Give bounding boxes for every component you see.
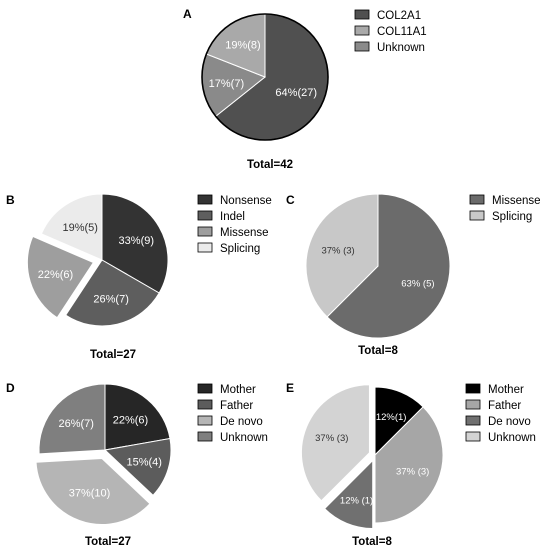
- slice-label: 15%(4): [126, 457, 161, 469]
- legend-swatch: [197, 383, 213, 394]
- legend-entry: COL2A1: [377, 10, 421, 22]
- legend-entry: De novo: [220, 416, 263, 428]
- slice-label: 33%(9): [119, 235, 154, 247]
- panel-a-letter: A: [183, 7, 192, 21]
- panel-a-slice-labels: 64%(27) 17%(7) 19%(8): [209, 40, 317, 99]
- panel-e-slice-labels: 12%(1) 37% (3) 12% (1) 37% (3): [315, 412, 429, 506]
- panel-c-slices: [305, 193, 451, 339]
- slice-label: 19%(8): [225, 40, 260, 52]
- legend-swatch: [197, 226, 213, 237]
- legend-swatch: [469, 194, 485, 205]
- legend-entry: Unknown: [220, 432, 268, 444]
- pie-slice-splicing: [40, 193, 103, 261]
- panel-d-slice-labels: 22%(6) 15%(4) 37%(10) 26%(7): [58, 415, 161, 500]
- panel-c-slice-labels: 63% (5) 37% (3): [321, 245, 434, 289]
- legend-entry: Splicing: [220, 243, 260, 255]
- legend-swatch: [197, 242, 213, 253]
- legend-entry: Missense: [220, 227, 269, 239]
- legend-entry: Indel: [220, 211, 245, 223]
- slice-label: 37% (3): [315, 433, 348, 444]
- pie-slice-missense: [26, 235, 95, 319]
- slice-label: 26%(7): [93, 294, 128, 306]
- panel-a-legend: COL2A1 COL11A1 Unknown: [354, 9, 427, 54]
- panel-c: C 63% (5) 37% (3) Missense Splicing Total=…: [286, 193, 540, 357]
- pie-slice-unknown: [300, 384, 370, 502]
- panel-b-legend: Nonsense Indel Missense Splicing: [197, 194, 272, 255]
- pie-slice-mother: [104, 383, 171, 451]
- slice-label: 22%(6): [38, 269, 73, 281]
- slice-label: 12% (1): [340, 495, 373, 506]
- legend-swatch: [354, 9, 370, 20]
- panel-c-legend: Missense Splicing: [469, 194, 540, 223]
- legend-swatch: [197, 194, 213, 205]
- legend-entry: Father: [220, 400, 253, 412]
- pie-slice-indel: [65, 259, 160, 327]
- panel-a: A 64%(27) 17%(7) 19%(8) COL2A1 COL11A1 Unkno…: [183, 7, 427, 171]
- panel-b: B 33%(9) 26%(7) 22%(6) 19%(5) Nonsense Indel…: [6, 193, 272, 361]
- legend-entry: Unknown: [377, 42, 425, 54]
- legend-entry: Mother: [488, 384, 524, 396]
- pie-slice-nonsense: [101, 193, 169, 294]
- slice-label: 37%(10): [69, 488, 111, 500]
- pie-slice-unknown: [38, 383, 106, 455]
- panel-e-total: Total=8: [352, 536, 392, 548]
- panel-e: E 12%(1) 37% (3) 12% (1) 37% (3) Mother Fath…: [286, 381, 536, 548]
- slice-label: 26%(7): [58, 418, 93, 430]
- panel-d: D 22%(6) 15%(4) 37%(10) 26%(7) Mother Father…: [6, 381, 268, 548]
- panel-b-total: Total=27: [90, 349, 136, 361]
- slice-label: 17%(7): [209, 78, 244, 90]
- pie-slice-missense: [326, 193, 451, 339]
- legend-swatch: [197, 399, 213, 410]
- panel-b-slices: [26, 193, 169, 327]
- legend-entry: De novo: [488, 416, 531, 428]
- legend-swatch: [197, 431, 213, 442]
- panel-b-slice-labels: 33%(9) 26%(7) 22%(6) 19%(5): [38, 222, 154, 306]
- panel-a-total: Total=42: [247, 159, 293, 171]
- panel-e-slices: [300, 384, 444, 530]
- legend-entry: Unknown: [488, 432, 536, 444]
- slice-label: 64%(27): [275, 87, 317, 99]
- legend-entry: Nonsense: [220, 195, 272, 207]
- slice-label: 12%(1): [376, 412, 407, 423]
- legend-swatch: [469, 210, 485, 221]
- slice-label: 37% (3): [396, 467, 429, 478]
- legend-swatch: [465, 431, 481, 442]
- pie-slice-de-novo: [323, 459, 374, 530]
- legend-entry: COL11A1: [377, 26, 427, 38]
- legend-swatch: [197, 415, 213, 426]
- legend-entry: Mother: [220, 384, 256, 396]
- legend-swatch: [354, 25, 370, 36]
- panel-d-total: Total=27: [85, 536, 131, 548]
- slice-label: 19%(5): [63, 222, 98, 234]
- panel-d-letter: D: [6, 381, 15, 395]
- slice-label: 22%(6): [113, 415, 148, 427]
- slice-label: 37% (3): [321, 245, 354, 256]
- legend-swatch: [465, 383, 481, 394]
- legend-swatch: [354, 41, 370, 52]
- legend-swatch: [465, 415, 481, 426]
- panel-a-slices: [201, 13, 329, 141]
- slice-label: 63% (5): [401, 279, 434, 290]
- legend-entry: Father: [488, 400, 521, 412]
- pie-slice-splicing: [305, 193, 379, 318]
- panel-c-total: Total=8: [358, 345, 398, 357]
- pie-slice-father: [103, 437, 172, 496]
- legend-swatch: [465, 399, 481, 410]
- panel-e-letter: E: [286, 381, 294, 395]
- legend-entry: Missense: [492, 195, 540, 207]
- panel-d-slices: [35, 383, 172, 525]
- legend-swatch: [197, 210, 213, 221]
- panel-c-letter: C: [286, 193, 295, 207]
- panel-b-letter: B: [6, 193, 15, 207]
- panel-e-legend: Mother Father De novo Unknown: [465, 383, 536, 444]
- panel-d-legend: Mother Father De novo Unknown: [197, 383, 268, 444]
- pie-outline: [201, 13, 329, 141]
- legend-entry: Splicing: [492, 211, 532, 223]
- pie-slice-de-novo: [35, 457, 151, 525]
- pie-slice-father: [374, 406, 444, 524]
